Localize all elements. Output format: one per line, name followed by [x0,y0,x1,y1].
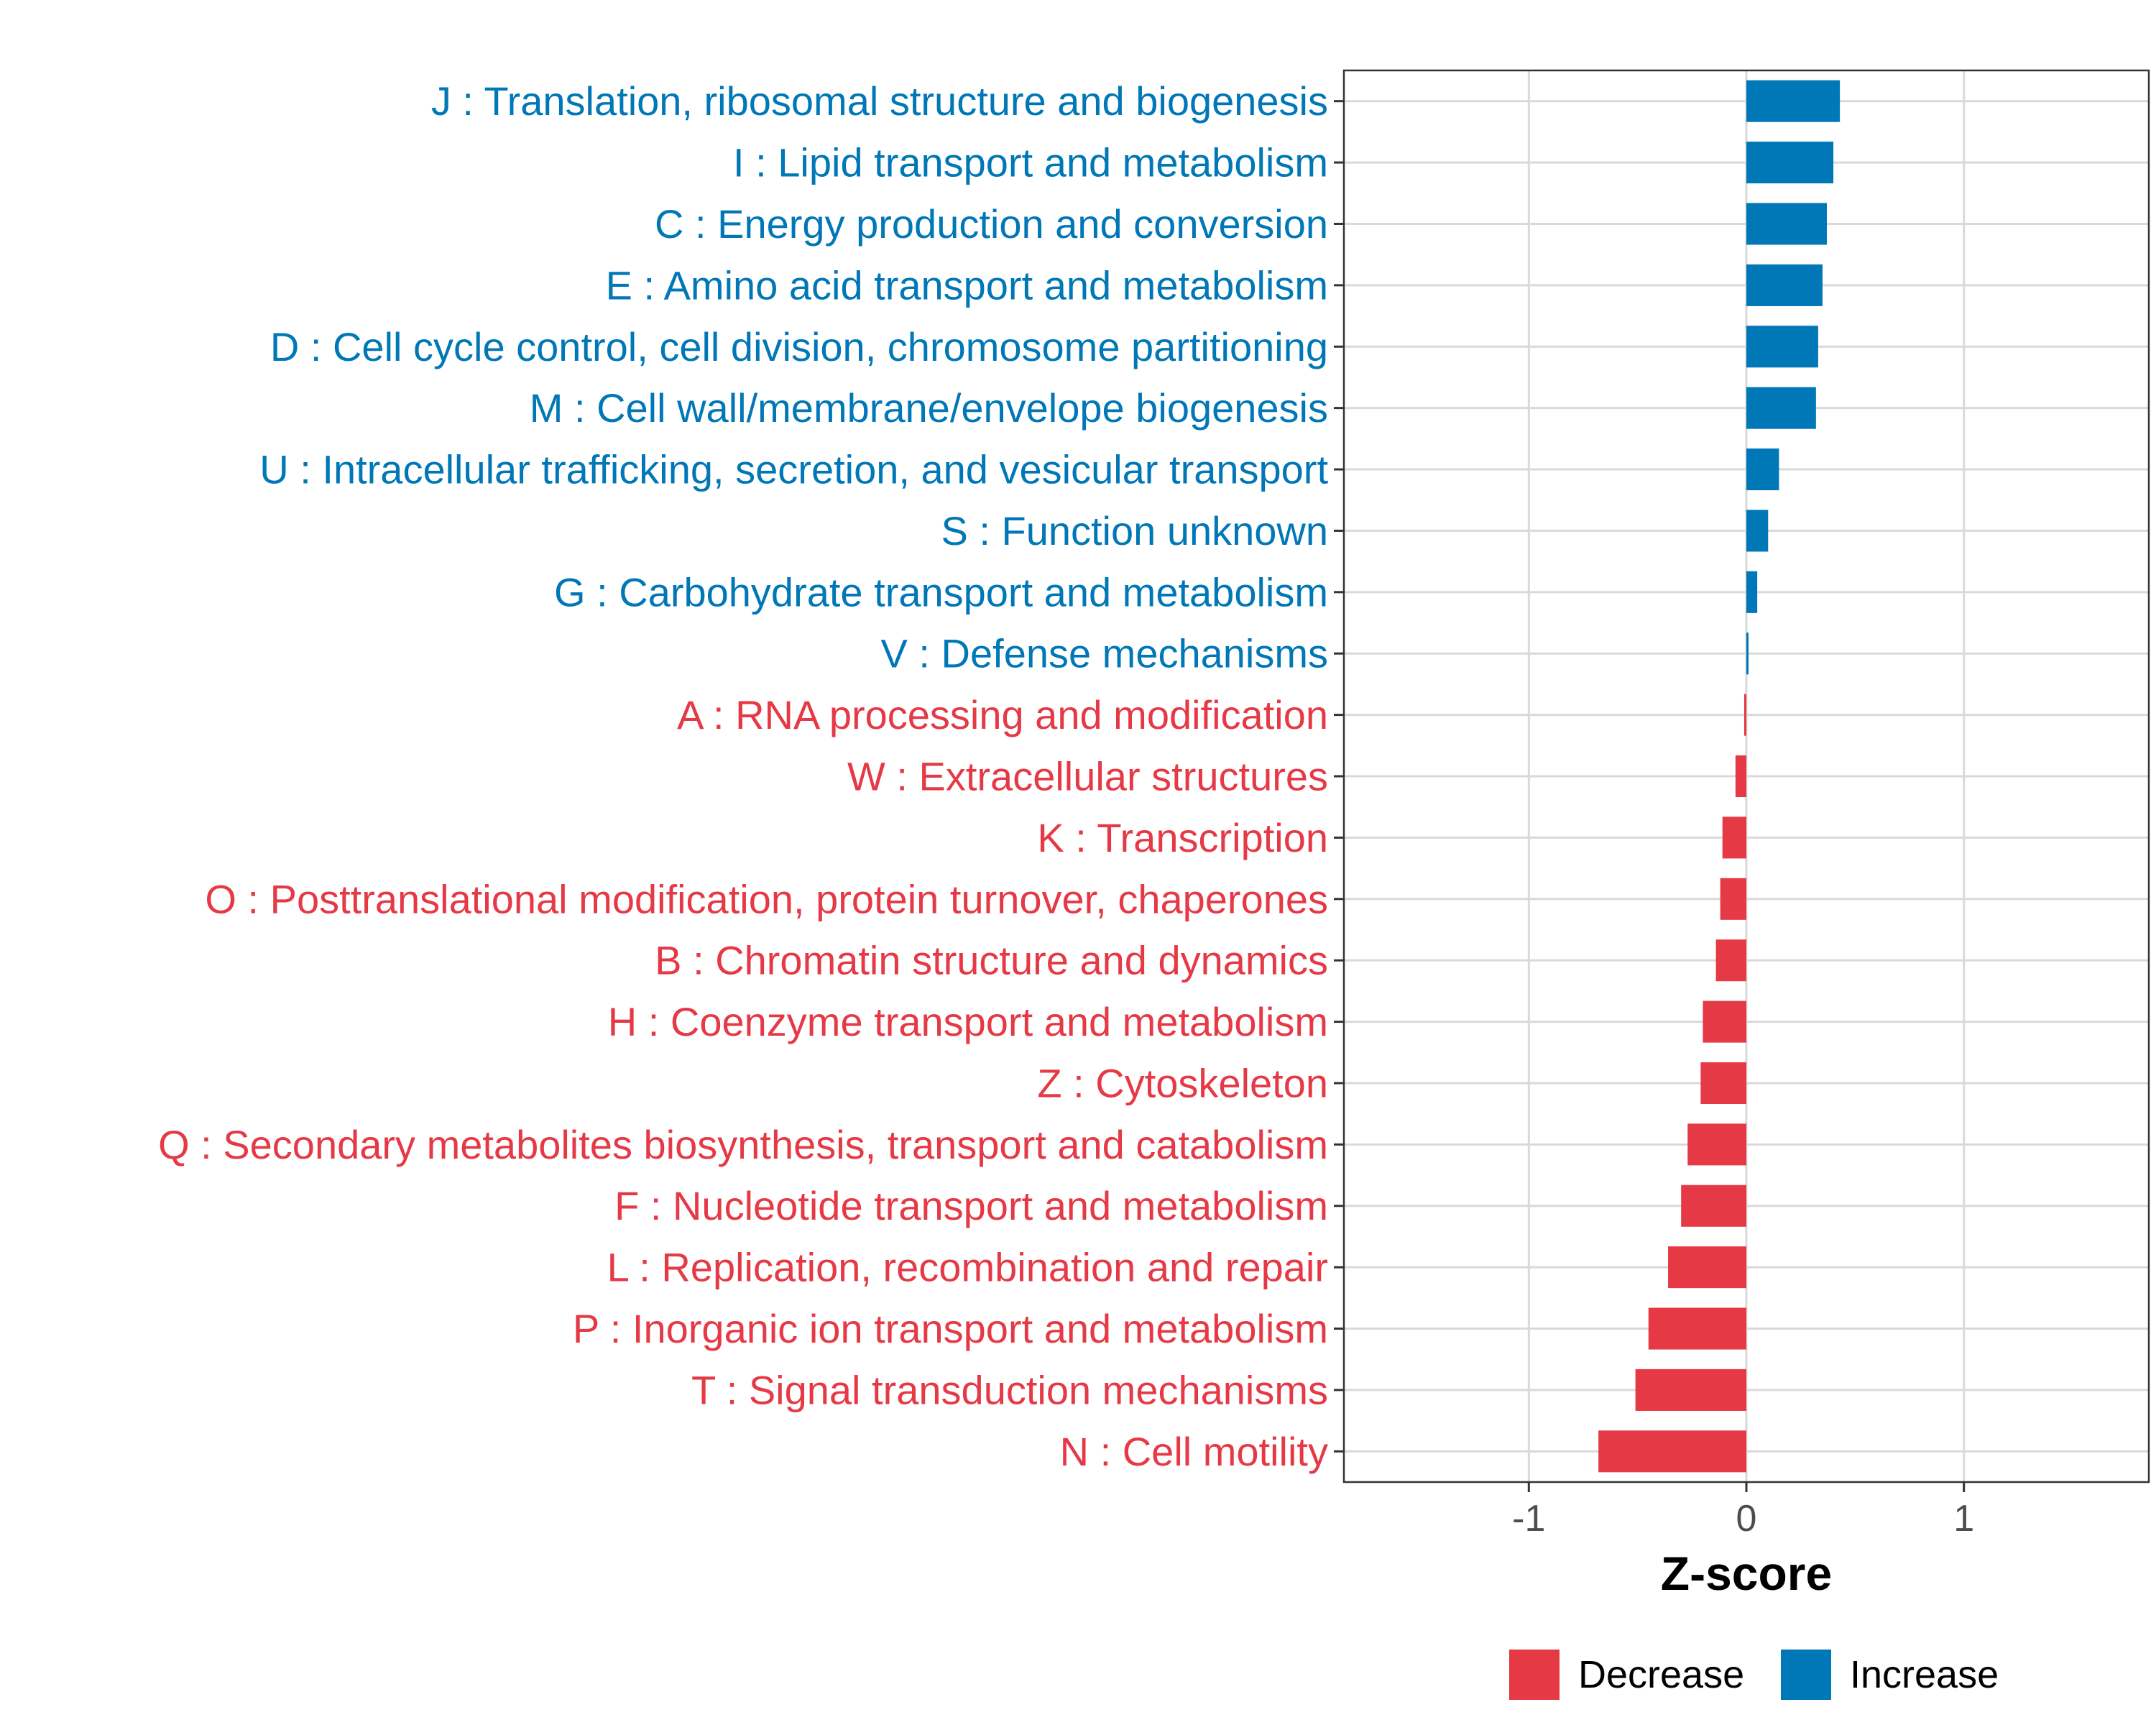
bar [1746,203,1827,245]
x-tick-label: 0 [1736,1498,1757,1540]
category-label: I : Lipid transport and metabolism [733,140,1328,185]
bars [1598,80,1841,1473]
category-label: F : Nucleotide transport and metabolism [614,1183,1328,1228]
category-label: E : Amino acid transport and metabolism [606,262,1328,308]
bar [1746,387,1816,429]
category-label: D : Cell cycle control, cell division, c… [270,324,1328,369]
category-label: Q : Secondary metabolites biosynthesis, … [158,1122,1328,1167]
bar [1746,326,1818,368]
category-label: A : RNA processing and modification [677,692,1328,737]
category-label: M : Cell wall/membrane/envelope biogenes… [530,385,1328,431]
category-label: H : Coenzyme transport and metabolism [608,999,1328,1044]
category-label: S : Function unknown [941,508,1328,553]
bar [1700,1062,1746,1104]
x-axis-ticks: -1 0 1 [1512,1482,1974,1540]
legend: Decrease Increase [1509,1650,1999,1700]
bar [1648,1307,1746,1350]
bar [1743,694,1746,736]
bar [1598,1430,1746,1473]
bar [1735,755,1746,798]
category-label: U : Intracellular trafficking, secretion… [259,447,1328,492]
category-label: B : Chromatin structure and dynamics [655,938,1328,983]
bar [1715,939,1746,982]
category-label: Z : Cytoskeleton [1037,1060,1328,1105]
bar [1746,632,1749,675]
category-labels: J : Translation, ribosomal structure and… [158,78,1328,1474]
legend-label: Decrease [1578,1653,1744,1696]
category-label: N : Cell motility [1060,1429,1328,1474]
x-axis-title: Z-score [1661,1547,1832,1600]
bar [1746,571,1758,613]
category-label: P : Inorganic ion transport and metaboli… [573,1306,1328,1351]
legend-swatch [1781,1650,1831,1700]
category-label: K : Transcription [1037,815,1328,860]
bar [1720,878,1746,920]
bar [1687,1123,1746,1166]
x-tick-label: 1 [1953,1498,1974,1540]
bar [1722,816,1746,859]
bar [1703,1000,1746,1043]
bar [1746,264,1823,306]
category-label: G : Carbohydrate transport and metabolis… [554,569,1328,615]
bar [1681,1184,1746,1227]
category-label: V : Defense mechanisms [881,631,1328,676]
legend-swatch [1509,1650,1560,1700]
category-label: T : Signal transduction mechanisms [691,1367,1328,1412]
bar [1746,80,1841,122]
category-label: W : Extracellular structures [847,754,1328,799]
category-label: L : Replication, recombination and repai… [607,1245,1328,1290]
category-label: C : Energy production and conversion [655,201,1328,247]
x-tick-label: -1 [1512,1498,1545,1540]
category-label: J : Translation, ribosomal structure and… [431,78,1328,124]
bar [1746,142,1834,184]
bar [1635,1368,1746,1411]
y-axis-ticks [1334,100,1344,1453]
bar [1668,1246,1746,1289]
bar [1746,510,1769,552]
legend-label: Increase [1850,1653,1999,1696]
bar [1746,448,1779,491]
category-label: O : Posttranslational modification, prot… [205,876,1328,921]
